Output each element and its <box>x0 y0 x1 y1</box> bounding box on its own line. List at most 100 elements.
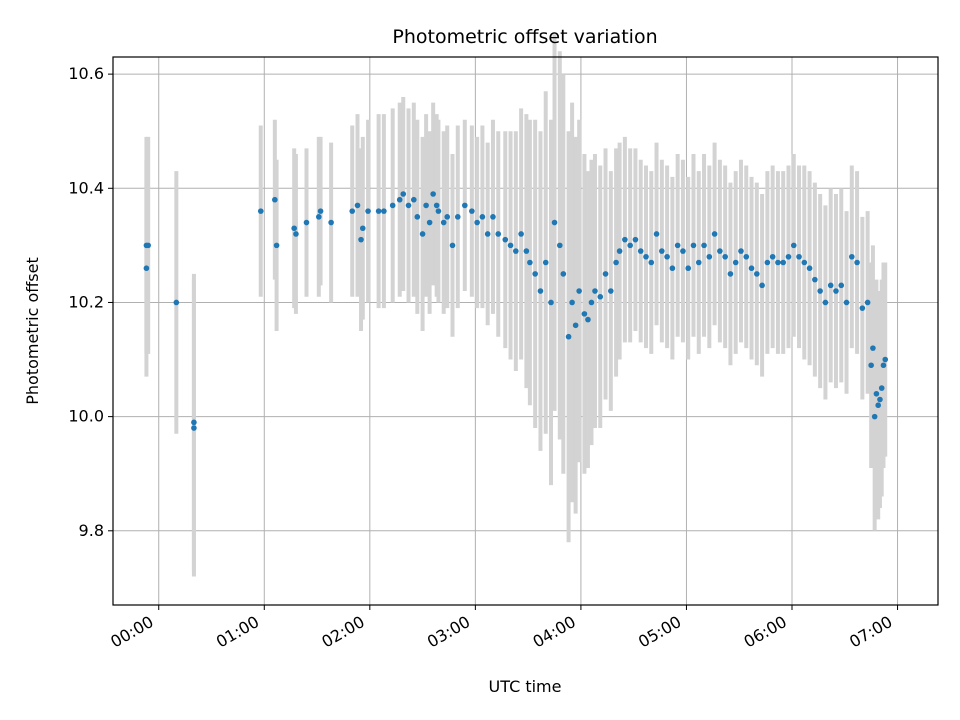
data-point <box>827 282 834 289</box>
data-point <box>469 208 475 214</box>
data-point <box>585 316 591 323</box>
data-point <box>769 253 776 260</box>
data-point <box>870 345 876 351</box>
data-point <box>444 214 451 220</box>
data-point <box>664 253 670 260</box>
data-point <box>722 253 728 260</box>
data-point <box>435 208 442 214</box>
data-point <box>430 191 436 197</box>
data-point <box>637 248 644 254</box>
data-point <box>878 385 885 391</box>
data-point <box>882 356 889 363</box>
data-point <box>701 242 707 249</box>
data-point <box>495 231 502 237</box>
data-point <box>775 259 781 266</box>
data-point <box>581 311 588 317</box>
data-point <box>680 248 686 254</box>
data-point <box>875 402 881 409</box>
data-point <box>490 214 496 220</box>
data-point <box>877 396 883 403</box>
data-point <box>365 208 371 214</box>
data-point <box>849 253 855 260</box>
data-point <box>690 242 697 249</box>
data-point <box>551 219 558 226</box>
data-point <box>381 208 387 214</box>
data-point <box>548 299 554 306</box>
data-point <box>669 265 676 272</box>
data-point <box>588 299 595 306</box>
data-point <box>479 214 486 220</box>
data-point <box>527 259 533 266</box>
data-point <box>873 390 880 397</box>
data-point <box>822 299 829 306</box>
data-point <box>796 253 802 260</box>
y-axis-title: Photometric offset <box>23 257 42 405</box>
data-point <box>191 425 197 431</box>
plot-frame <box>112 56 939 606</box>
data-point <box>738 248 744 254</box>
data-point <box>462 202 468 209</box>
data-point <box>414 214 421 220</box>
data-point <box>706 253 713 260</box>
data-point <box>537 288 544 294</box>
data-point <box>454 214 461 220</box>
data-point <box>291 225 297 232</box>
data-point <box>410 196 417 203</box>
data-point <box>759 282 765 289</box>
y-tick-label: 10.6 <box>68 64 104 83</box>
data-point <box>613 259 619 266</box>
data-point <box>864 299 871 306</box>
data-point <box>565 333 572 340</box>
data-point <box>317 208 324 214</box>
data-point <box>272 196 278 203</box>
data-point <box>502 236 509 243</box>
data-point <box>569 299 575 306</box>
data-point <box>328 219 334 226</box>
y-tick-label: 10.2 <box>68 292 104 311</box>
data-point <box>627 242 633 249</box>
data-point <box>145 242 151 249</box>
data-point <box>518 231 524 237</box>
data-point <box>602 271 609 277</box>
data-point <box>389 202 396 209</box>
data-point <box>780 259 787 266</box>
data-point <box>871 413 878 420</box>
data-point <box>843 299 850 306</box>
data-point <box>449 242 456 249</box>
data-point <box>349 208 356 214</box>
data-point <box>622 236 628 243</box>
data-point <box>440 219 447 226</box>
data-point <box>592 288 598 294</box>
data-point <box>532 271 538 277</box>
data-point <box>695 259 702 266</box>
data-point <box>674 242 681 249</box>
data-point <box>659 248 665 254</box>
data-point <box>880 362 887 369</box>
data-point <box>572 322 579 329</box>
data-point <box>405 202 412 209</box>
data-point <box>764 259 771 266</box>
data-point <box>727 271 734 277</box>
data-point <box>523 248 530 254</box>
data-point <box>754 271 760 277</box>
data-point <box>597 293 604 300</box>
y-tick-label: 9.8 <box>79 521 104 540</box>
data-point <box>375 208 382 214</box>
y-axis-ticks: 9.8 10.0 10.2 10.4 10.6 <box>68 64 113 540</box>
data-point <box>173 299 180 306</box>
data-point <box>817 288 823 294</box>
data-point <box>648 259 655 266</box>
y-tick-label: 10.0 <box>68 407 104 426</box>
data-point <box>433 202 440 209</box>
y-tick-label: 10.4 <box>68 178 104 197</box>
data-point <box>191 419 197 426</box>
data-point <box>854 259 860 266</box>
data-point <box>354 202 361 209</box>
chart-title: Photometric offset variation <box>392 26 657 48</box>
data-point <box>653 231 660 237</box>
data-point <box>748 265 755 272</box>
data-point <box>419 231 426 237</box>
data-point <box>257 208 264 214</box>
